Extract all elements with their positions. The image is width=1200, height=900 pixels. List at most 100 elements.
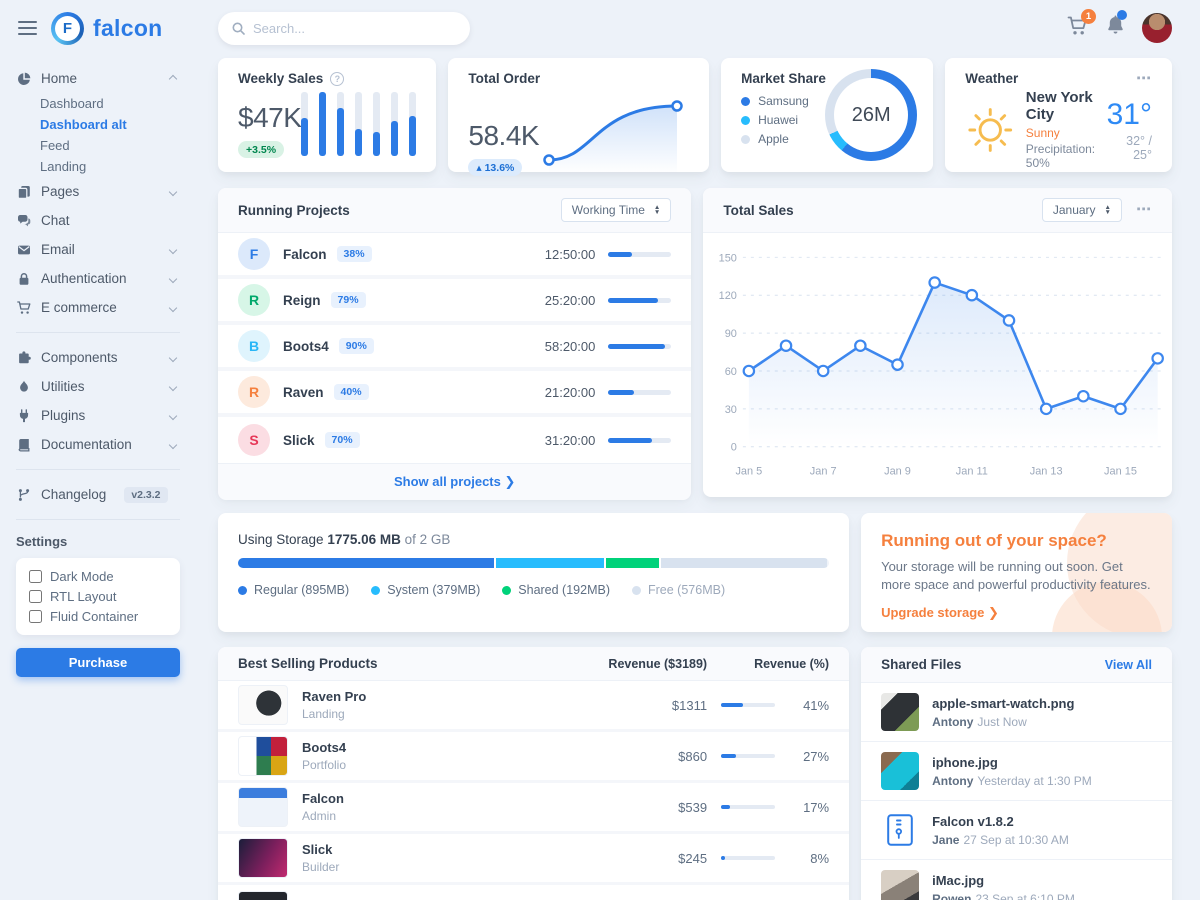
- sidebar-item-documentation[interactable]: Documentation: [16, 430, 180, 459]
- brand-logo[interactable]: falcon: [51, 11, 163, 45]
- product-revenue: $245: [678, 850, 708, 866]
- search-box[interactable]: [218, 11, 470, 45]
- product-list: Raven Pro Landing $1311 41% Boots4 Portfol…: [218, 681, 850, 900]
- hamburger-menu-button[interactable]: [16, 17, 39, 40]
- chevron-up-icon: [168, 74, 178, 83]
- legend-item-samsung: Samsung: [741, 94, 913, 108]
- legend-dot: [238, 585, 247, 595]
- checkbox-rtl-layout[interactable]: RTL Layout: [29, 589, 167, 604]
- sidebar-item-chat[interactable]: Chat: [16, 206, 180, 235]
- changelog-label: Changelog: [41, 487, 107, 502]
- checkbox-fluid-container[interactable]: Fluid Container: [29, 609, 167, 624]
- product-revenue-bar: [721, 754, 776, 758]
- market-share-title: Market Share: [741, 71, 826, 86]
- shared-files-title: Shared Files: [881, 657, 962, 672]
- project-row-raven[interactable]: R Raven 40% 21:20:00: [218, 371, 692, 417]
- storage-legend: Regular (895MB) System (379MB) Shared (192…: [238, 583, 829, 597]
- user-avatar[interactable]: [1142, 13, 1172, 43]
- weather-temperature: 31°: [1106, 97, 1152, 131]
- storage-card: Using Storage 1775.06 MB of 2 GB Regular…: [218, 513, 850, 632]
- comments-icon: [16, 213, 31, 228]
- kpi-row: Weekly Sales ? $47K +3.5% Total Order: [218, 58, 1172, 176]
- project-row-slick[interactable]: S Slick 70% 31:20:00: [218, 417, 691, 463]
- sidebar-item-landing[interactable]: Landing: [40, 159, 87, 174]
- help-icon[interactable]: ?: [330, 71, 345, 86]
- total-sales-title: Total Sales: [723, 202, 794, 218]
- weather-city: New York City: [1025, 89, 1093, 123]
- sidebar-item-pages[interactable]: Pages: [16, 177, 180, 206]
- product-row-slick[interactable]: Slick Builder $245 8%: [218, 834, 850, 885]
- weekly-sales-bar: [391, 92, 399, 156]
- product-thumbnail: [238, 685, 288, 725]
- project-progress-badge: 79%: [330, 292, 366, 308]
- sidebar-item-e-commerce[interactable]: E commerce: [16, 293, 180, 322]
- checkbox-rtl-layout-input[interactable]: [29, 590, 42, 603]
- checkbox-fluid-container-input[interactable]: [29, 610, 42, 623]
- sidebar-item-changelog[interactable]: Changelog v2.3.2: [16, 480, 180, 509]
- purchase-button[interactable]: Purchase: [16, 648, 180, 677]
- project-time: 12:50:00: [544, 246, 596, 262]
- file-thumbnail: [881, 870, 920, 900]
- cart-button[interactable]: 1: [1067, 8, 1096, 41]
- legend-item-apple: Apple: [741, 132, 913, 146]
- show-all-projects-link[interactable]: Show all projects ❯: [393, 474, 516, 489]
- search-input[interactable]: [253, 20, 456, 36]
- upgrade-storage-link[interactable]: Upgrade storage ❯: [881, 605, 999, 621]
- envelope-icon: [16, 242, 31, 257]
- file-row-apple-smart-watch-png[interactable]: apple-smart-watch.png Antony Just Now: [861, 683, 1172, 742]
- checkbox-dark-mode[interactable]: Dark Mode: [29, 569, 167, 584]
- checkbox-dark-mode-input[interactable]: [29, 570, 42, 583]
- product-thumbnail: [238, 890, 288, 900]
- more-options-icon[interactable]: ⋯: [1136, 69, 1152, 87]
- product-row-falcon[interactable]: Falcon Admin $539 17%: [218, 783, 850, 834]
- shared-files-card: Shared Files View All apple-smart-watch.…: [861, 647, 1172, 900]
- project-row-falcon[interactable]: F Falcon 38% 12:50:00: [218, 233, 692, 279]
- file-list: apple-smart-watch.png Antony Just Now iph…: [861, 683, 1172, 900]
- revenue-column-header: Revenue ($3189): [608, 656, 708, 671]
- view-all-link[interactable]: View All: [1104, 657, 1152, 672]
- sidebar-item-plugins[interactable]: Plugins: [16, 401, 180, 430]
- sidebar-item-feed[interactable]: Feed: [40, 138, 70, 153]
- storage-label: Using Storage 1775.06 MB of 2 GB: [238, 532, 451, 547]
- month-select[interactable]: January ▲ ▼: [1041, 198, 1122, 222]
- search-icon: [232, 22, 245, 35]
- working-time-select[interactable]: Working Time ▲ ▼: [560, 198, 672, 222]
- sidebar-item-dashboard-alt[interactable]: Dashboard alt: [40, 117, 127, 132]
- product-row-boots4[interactable]: Boots4 Portfolio $860 27%: [218, 732, 850, 783]
- sidebar-item-dashboard[interactable]: Dashboard: [40, 96, 104, 111]
- notifications-button[interactable]: [1106, 10, 1127, 41]
- weather-title: Weather: [965, 71, 1019, 86]
- product-revenue-bar: [721, 805, 776, 809]
- file-row-iphone-jpg[interactable]: iphone.jpg Antony Yesterday at 1:30 PM: [861, 742, 1172, 801]
- project-row-reign[interactable]: R Reign 79% 25:20:00: [218, 279, 692, 325]
- sidebar-item-home[interactable]: Home: [16, 64, 180, 93]
- product-row[interactable]: [218, 885, 849, 900]
- chart-pie-icon: [16, 71, 31, 86]
- project-row-boots4[interactable]: B Boots4 90% 58:20:00: [218, 325, 692, 371]
- weekly-sales-bar-chart: [301, 92, 417, 156]
- best-selling-card: Best Selling Products Revenue ($3189) Re…: [218, 647, 850, 900]
- weekly-sales-bar: [355, 92, 363, 156]
- file-thumbnail: [881, 693, 920, 731]
- project-progress-bar: [608, 297, 672, 303]
- storage-row: Using Storage 1775.06 MB of 2 GB Regular…: [218, 513, 1172, 632]
- product-thumbnail: [238, 787, 288, 827]
- storage-legend-system-379mb: System (379MB): [371, 583, 480, 597]
- revenue-percent-column-header: Revenue (%): [754, 656, 830, 671]
- file-row-imac-jpg[interactable]: iMac.jpg Rowen 23 Sep at 6:10 PM: [861, 860, 1172, 900]
- sidebar-item-email[interactable]: Email: [16, 235, 180, 264]
- product-row-raven-pro[interactable]: Raven Pro Landing $1311 41%: [218, 681, 850, 732]
- weekly-sales-bar: [409, 92, 417, 156]
- sidebar-item-authentication[interactable]: Authentication: [16, 264, 180, 293]
- sidebar-item-utilities[interactable]: Utilities: [16, 372, 180, 401]
- file-row-falcon-v1-8-2[interactable]: Falcon v1.8.2 Jane 27 Sep at 10:30 AM: [861, 801, 1172, 860]
- code-branch-icon: [16, 487, 31, 502]
- product-revenue: $1311: [671, 697, 708, 713]
- cart-badge: 1: [1081, 8, 1096, 24]
- chevron-down-icon: [168, 245, 178, 254]
- copy-icon: [16, 184, 31, 199]
- product-revenue-bar: [721, 856, 776, 860]
- storage-used: 1775.06 MB: [327, 532, 401, 547]
- more-options-icon[interactable]: ⋯: [1135, 201, 1152, 218]
- sidebar-item-components[interactable]: Components: [16, 343, 180, 372]
